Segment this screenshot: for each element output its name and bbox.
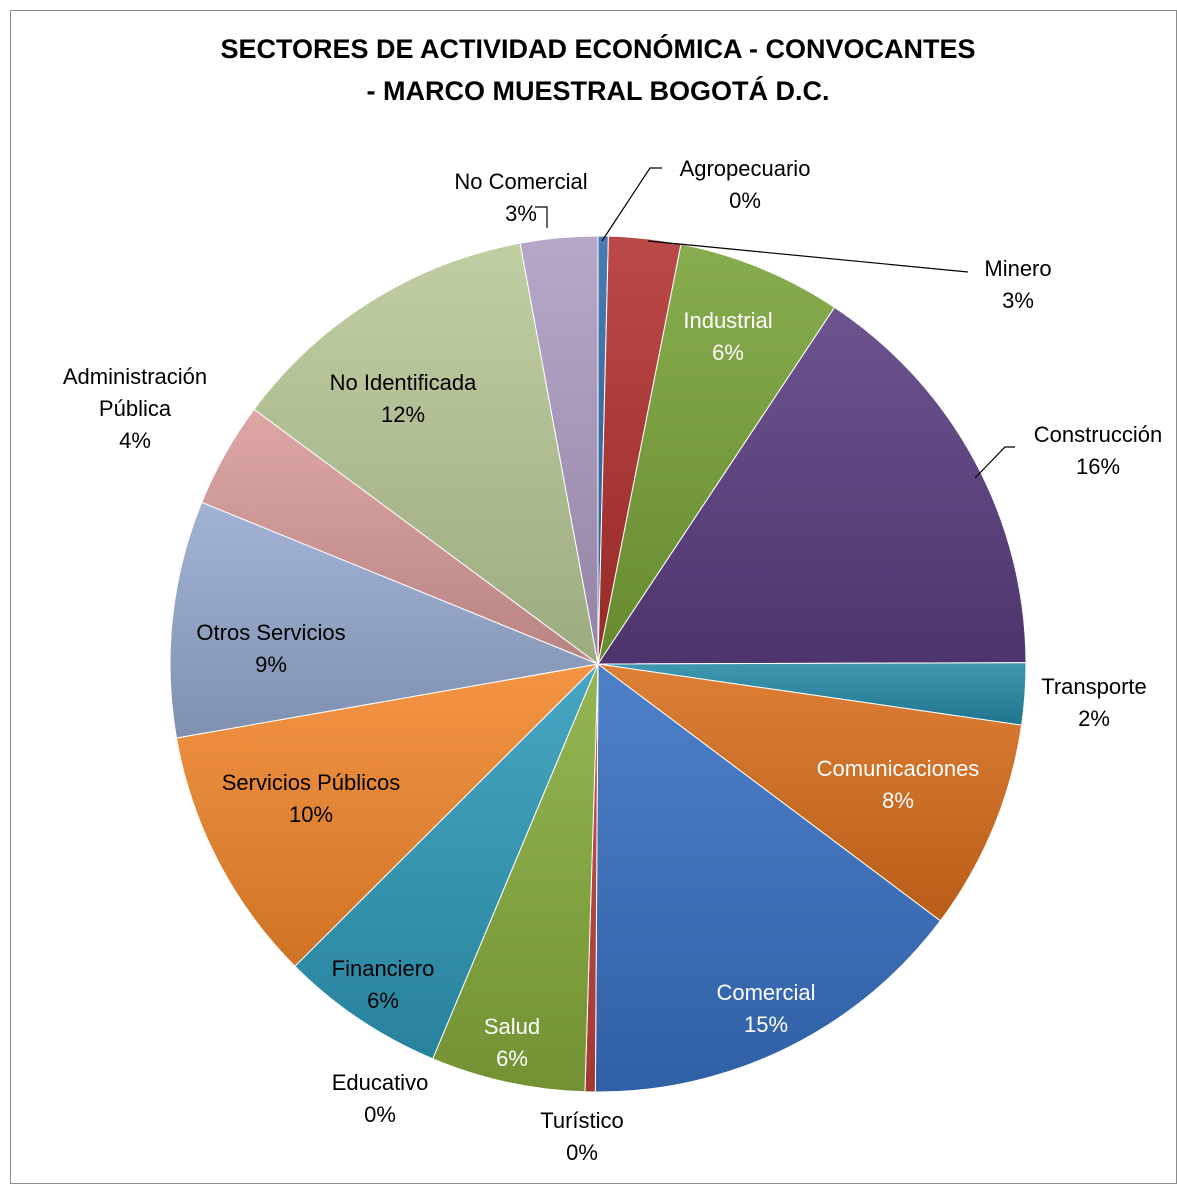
slice-percent-construccion: 16% (1076, 454, 1120, 479)
slice-percent-educativo: 0% (364, 1102, 396, 1127)
slice-label-servicios-publicos: Servicios Públicos 10% (222, 770, 401, 827)
slice-label-salud: Salud 6% (484, 1014, 540, 1071)
chart-title-line-1: SECTORES DE ACTIVIDAD ECONÓMICA - CONVOC… (220, 33, 975, 64)
slice-label-minero: Minero 3% (984, 256, 1051, 313)
slice-name-agropecuario: Agropecuario (680, 156, 811, 181)
slice-percent-no-comercial: 3% (505, 201, 537, 226)
slice-label-financiero: Financiero 6% (332, 956, 435, 1013)
pie-slice-construccion (597, 306, 1027, 665)
pie-slices (169, 235, 1027, 1093)
slice-name-otros-servicios: Otros Servicios (196, 620, 345, 645)
slice-name-servicios-publicos: Servicios Públicos (222, 770, 401, 795)
slice-percent-minero: 3% (1002, 288, 1034, 313)
slice-label-turistico: Turístico 0% (540, 1108, 624, 1165)
slice-labels: Agropecuario 0% Minero 3% Industrial 6% Constr… (63, 156, 1162, 1165)
slice-label-agropecuario: Agropecuario 0% (680, 156, 811, 213)
slice-percent-agropecuario: 0% (729, 188, 761, 213)
slice-label-comunicaciones: Comunicaciones 8% (817, 756, 980, 813)
slice-percent-comercial: 15% (744, 1012, 788, 1037)
pie-slice-servicios-publicos (175, 663, 600, 967)
slice-name-turistico: Turístico (540, 1108, 624, 1133)
leader-line-no-comercial (535, 206, 548, 228)
slice-percent-industrial: 6% (712, 340, 744, 365)
slice-label-otros-servicios: Otros Servicios 9% (196, 620, 345, 677)
pie-slice-comercial (594, 663, 942, 1093)
slice-name-comunicaciones: Comunicaciones (817, 756, 980, 781)
slice-label-comercial: Comercial 15% (716, 980, 815, 1037)
slice-label-educativo: Educativo 0% (332, 1070, 429, 1127)
slice-percent-financiero: 6% (367, 988, 399, 1013)
slice-label-industrial: Industrial 6% (683, 308, 772, 365)
slice-name-salud: Salud (484, 1014, 540, 1039)
pie-slice-no-comercial (519, 235, 599, 665)
slice-name-comercial: Comercial (716, 980, 815, 1005)
slice-label-administracion-publica: Administración Pública 4% (63, 364, 207, 453)
slice-name-no-comercial: No Comercial (454, 169, 587, 194)
pie-slice-otros-servicios (169, 501, 600, 739)
slice-percent-comunicaciones: 8% (882, 788, 914, 813)
leader-line-construccion (974, 446, 1015, 479)
slice-label-no-comercial: No Comercial 3% (454, 169, 587, 226)
slice-percent-transporte: 2% (1078, 706, 1110, 731)
slice-name-minero: Minero (984, 256, 1051, 281)
slice-label-no-identificada: No Identificada 12% (330, 370, 478, 427)
slice-name-financiero: Financiero (332, 956, 435, 981)
slice-name-transporte: Transporte (1041, 674, 1147, 699)
chart-title-line-2: - MARCO MUESTRAL BOGOTÁ D.C. (367, 75, 830, 106)
pie-slice-no-identificada (253, 242, 599, 666)
slice-name-administracion-publica: Administración (63, 364, 207, 389)
slice-percent-turistico: 0% (566, 1140, 598, 1165)
slice-name-administracion-publica: Pública (99, 396, 172, 421)
leader-line-minero (647, 240, 969, 273)
slice-name-educativo: Educativo (332, 1070, 429, 1095)
slice-name-industrial: Industrial (683, 308, 772, 333)
pie-slice-financiero (294, 663, 599, 1060)
slice-label-construccion: Construcción 16% (1034, 422, 1162, 479)
leader-lines (535, 167, 1015, 479)
slice-name-construccion: Construcción (1034, 422, 1162, 447)
pie-slice-salud (432, 663, 599, 1093)
pie-slice-comunicaciones (597, 663, 1023, 922)
slice-percent-servicios-publicos: 10% (289, 802, 333, 827)
slice-name-no-identificada: No Identificada (330, 370, 478, 395)
leader-line-agropecuario (601, 167, 662, 242)
slice-percent-otros-servicios: 9% (255, 652, 287, 677)
slice-label-transporte: Transporte 2% (1041, 674, 1147, 731)
slice-percent-administracion-publica: 4% (119, 428, 151, 453)
slice-percent-no-identificada: 12% (381, 402, 425, 427)
slice-percent-salud: 6% (496, 1046, 528, 1071)
